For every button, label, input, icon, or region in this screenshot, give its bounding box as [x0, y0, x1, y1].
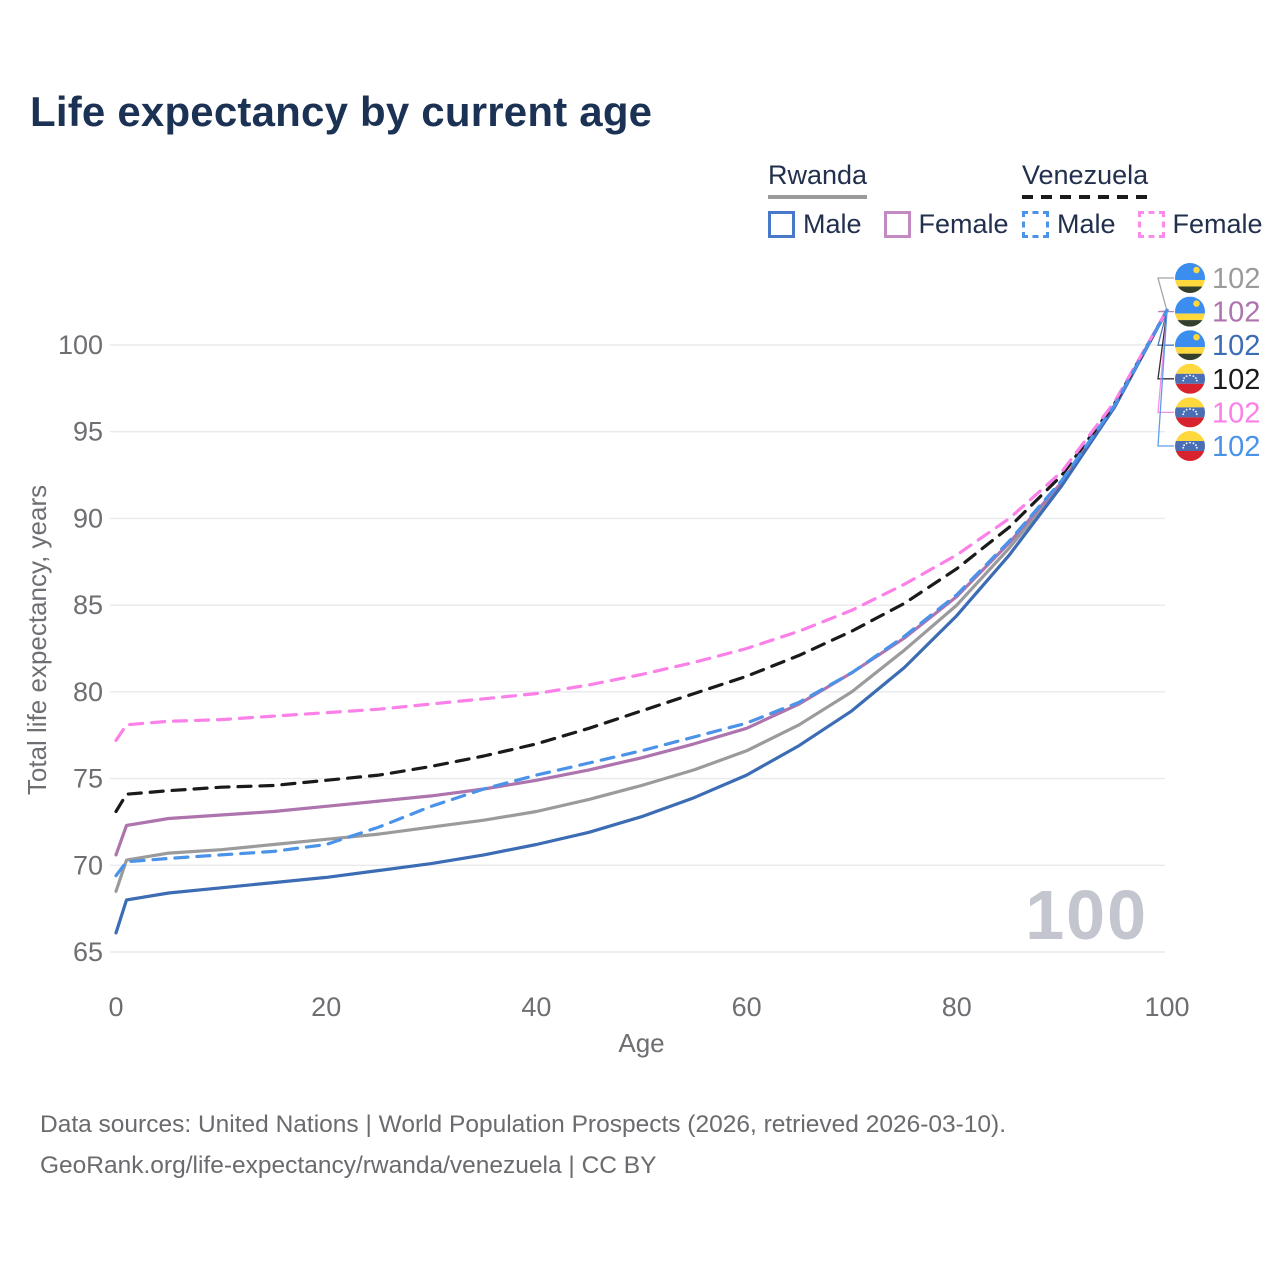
y-axis-title: Total life expectancy, years	[22, 485, 52, 795]
legend-item-rwanda-female[interactable]: Female	[883, 209, 1009, 240]
legend-item-venezuela-female[interactable]: Female	[1137, 209, 1263, 240]
x-tick-label: 40	[521, 992, 551, 1022]
end-value-label-venezuela-female: 102	[1212, 397, 1260, 429]
legend-item-label: Female	[1172, 209, 1263, 239]
data-source-line: Data sources: United Nations | World Pop…	[40, 1111, 1007, 1138]
y-tick-label: 70	[73, 850, 103, 880]
legend-country-rwanda[interactable]: Rwanda	[768, 160, 868, 199]
y-tick-label: 90	[73, 503, 103, 533]
legend-country-venezuela-label: Venezuela	[1022, 160, 1149, 190]
end-label-connector	[1157, 310, 1174, 414]
y-tick-label: 65	[73, 937, 103, 967]
rwanda-female-swatch-icon	[883, 211, 911, 238]
x-tick-label: 80	[942, 992, 972, 1022]
legend-item-venezuela-male[interactable]: Male	[1022, 209, 1116, 240]
rwanda-solid-line-sample	[768, 195, 868, 199]
x-tick-label: 100	[1144, 992, 1189, 1022]
legend-country-venezuela[interactable]: Venezuela	[1022, 160, 1149, 199]
chart-footer: Data sources: United Nations | World Pop…	[40, 1104, 1006, 1186]
end-value-label-venezuela-both: 102	[1212, 364, 1260, 396]
series-line-rwanda-male[interactable]	[114, 308, 1169, 935]
y-tick-label: 100	[58, 330, 103, 360]
legend-item-label: Male	[1057, 209, 1116, 239]
page-title: Life expectancy by current age	[30, 88, 653, 135]
flag-rwanda-icon	[1175, 263, 1205, 293]
series-line-venezuela-female[interactable]	[114, 308, 1169, 743]
rwanda-male-swatch-icon	[768, 211, 795, 238]
series-line-venezuela-male[interactable]	[114, 308, 1169, 878]
legend-item-label: Female	[918, 209, 1009, 239]
legend-group-rwanda: Rwanda Male Female	[768, 160, 1031, 240]
flag-venezuela-icon	[1175, 431, 1205, 461]
flag-venezuela-icon	[1175, 363, 1205, 394]
venezuela-dashed-line-sample	[1022, 195, 1149, 199]
x-tick-label: 60	[732, 992, 762, 1022]
series-line-rwanda-both[interactable]	[114, 308, 1169, 893]
end-value-label-venezuela-male: 102	[1212, 431, 1260, 463]
end-value-label-rwanda-female: 102	[1212, 297, 1260, 329]
series-line-venezuela-both[interactable]	[114, 308, 1169, 814]
x-tick-label: 20	[311, 992, 341, 1022]
flag-rwanda-icon	[1175, 296, 1205, 327]
legend-country-rwanda-label: Rwanda	[768, 160, 868, 190]
end-label-connector	[1157, 310, 1174, 313]
y-tick-label: 95	[73, 417, 103, 447]
end-value-label-rwanda-both: 102	[1212, 263, 1260, 295]
attribution-line: GeoRank.org/life-expectancy/rwanda/venez…	[40, 1152, 657, 1179]
x-axis-title: Age	[618, 1028, 664, 1058]
end-label-connector	[1157, 310, 1174, 380]
venezuela-male-swatch-icon	[1022, 211, 1049, 238]
end-label-connector	[1157, 277, 1174, 312]
legend-item-rwanda-male[interactable]: Male	[768, 209, 862, 240]
series-line-rwanda-female[interactable]	[114, 308, 1169, 857]
y-tick-label: 80	[73, 677, 103, 707]
flag-rwanda-icon	[1175, 330, 1205, 361]
y-tick-label: 75	[73, 764, 103, 794]
end-label-connector	[1157, 310, 1174, 447]
venezuela-female-swatch-icon	[1137, 211, 1165, 238]
x-tick-label: 0	[108, 992, 123, 1022]
flag-venezuela-icon	[1175, 397, 1205, 428]
end-label-connector	[1157, 310, 1174, 346]
y-tick-label: 85	[73, 590, 103, 620]
legend-item-label: Male	[803, 209, 862, 239]
age-frame-watermark: 100	[1025, 876, 1148, 954]
end-value-label-rwanda-male: 102	[1212, 330, 1260, 362]
legend-group-venezuela: Venezuela Male Female	[1022, 160, 1280, 240]
